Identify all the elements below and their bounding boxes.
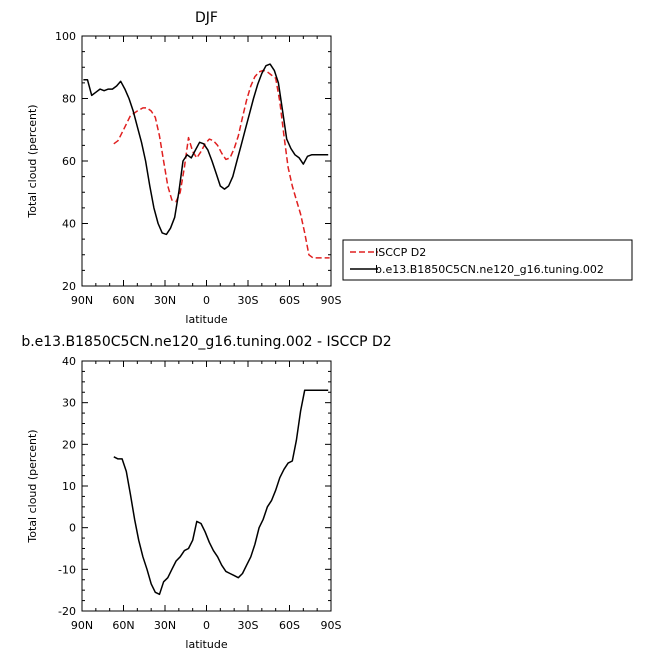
tick-group: 90N 60N 30N 0 30S 60S 90S -20 -10 0 10 20 30 40 bbox=[58, 355, 341, 632]
y-tick-label: 40 bbox=[62, 355, 76, 368]
y-tick-label: -20 bbox=[58, 605, 76, 618]
y-tick-label: 10 bbox=[62, 480, 76, 493]
legend-entry-model: b.e13.B1850C5CN.ne120_g16.tuning.002 bbox=[375, 263, 604, 276]
series-group bbox=[113, 389, 329, 596]
y-tick-label: 100 bbox=[55, 30, 76, 43]
series-line-0 bbox=[113, 69, 330, 259]
x-tick-label: 30S bbox=[238, 294, 259, 307]
tick-group: 90N 60N 30N 0 30S 60S 90S 20 40 60 80 100 bbox=[55, 30, 342, 307]
x-axis-label: latitude bbox=[185, 313, 227, 326]
x-tick-label: 30N bbox=[154, 619, 176, 632]
x-tick-label: 90N bbox=[71, 294, 93, 307]
y-tick-label: -10 bbox=[58, 563, 76, 576]
x-tick-label: 60S bbox=[279, 619, 300, 632]
plot-frame bbox=[81, 35, 332, 287]
plot-frame bbox=[81, 360, 332, 612]
y-tick-label: 80 bbox=[62, 93, 76, 106]
chart-title: DJF bbox=[195, 10, 218, 26]
series-group bbox=[83, 63, 330, 259]
x-tick-label: 30N bbox=[154, 294, 176, 307]
x-tick-label: 0 bbox=[203, 619, 210, 632]
y-axis-label: Total cloud (percent) bbox=[26, 104, 39, 218]
x-tick-label: 60S bbox=[279, 294, 300, 307]
x-tick-label: 90S bbox=[321, 294, 342, 307]
series-line-1 bbox=[83, 63, 329, 236]
series-line-0 bbox=[113, 389, 329, 596]
x-tick-label: 60N bbox=[112, 294, 134, 307]
legend: ISCCP D2 b.e13.B1850C5CN.ne120_g16.tunin… bbox=[342, 239, 633, 281]
y-tick-label: 40 bbox=[62, 218, 76, 231]
x-tick-label: 90S bbox=[321, 619, 342, 632]
x-tick-label: 30S bbox=[238, 619, 259, 632]
y-tick-label: 30 bbox=[62, 397, 76, 410]
y-tick-label: 20 bbox=[62, 438, 76, 451]
legend-box bbox=[342, 239, 633, 281]
chart-title: b.e13.B1850C5CN.ne120_g16.tuning.002 - I… bbox=[21, 334, 391, 350]
legend-entry-isccp: ISCCP D2 bbox=[375, 246, 426, 259]
y-tick-label: 0 bbox=[69, 522, 76, 535]
top-chart: DJF latitude Total cloud (percent) 90N 60… bbox=[26, 10, 342, 326]
y-axis-label: Total cloud (percent) bbox=[26, 429, 39, 543]
y-tick-label: 60 bbox=[62, 155, 76, 168]
y-tick-label: 20 bbox=[62, 280, 76, 293]
x-tick-label: 90N bbox=[71, 619, 93, 632]
x-axis-label: latitude bbox=[185, 638, 227, 651]
x-tick-label: 60N bbox=[112, 619, 134, 632]
bottom-chart: b.e13.B1850C5CN.ne120_g16.tuning.002 - I… bbox=[21, 334, 391, 651]
x-tick-label: 0 bbox=[203, 294, 210, 307]
